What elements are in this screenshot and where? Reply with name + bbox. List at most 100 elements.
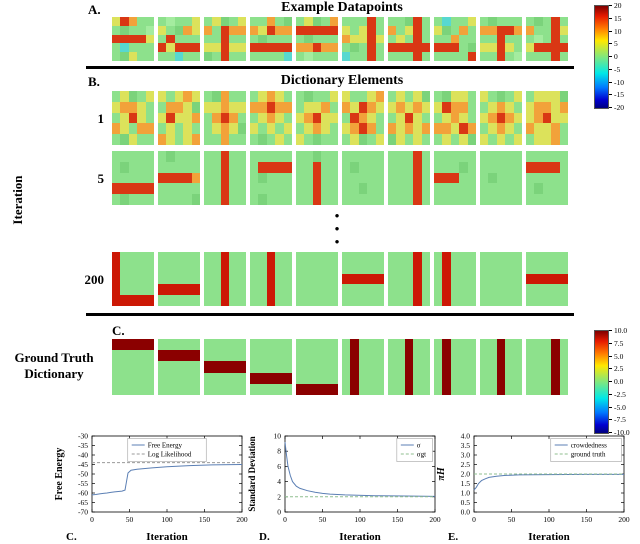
heatmap-cell bbox=[112, 25, 121, 35]
heatmap-cell bbox=[250, 112, 259, 124]
heatmap-cell bbox=[204, 25, 213, 35]
heatmap-cell bbox=[258, 339, 267, 351]
heatmap-cell bbox=[421, 252, 430, 263]
heatmap-cell bbox=[174, 34, 184, 44]
heatmap-cell bbox=[212, 101, 221, 113]
heatmap-cell bbox=[413, 101, 422, 113]
heatmap-cell bbox=[534, 383, 543, 395]
heatmap-cell bbox=[137, 34, 146, 44]
heatmap-cell bbox=[321, 91, 330, 102]
heatmap-cell bbox=[229, 112, 238, 124]
heatmap-cell bbox=[237, 43, 246, 53]
y-tick-label: 0 bbox=[277, 508, 281, 517]
heatmap-cell bbox=[480, 172, 489, 184]
heatmap-cell bbox=[304, 17, 313, 26]
heatmap-cell bbox=[404, 172, 414, 184]
heatmap-cell bbox=[204, 252, 213, 263]
heatmap-cell bbox=[367, 339, 376, 351]
heatmap-cell bbox=[526, 262, 535, 274]
heatmap-cell bbox=[375, 134, 384, 145]
heatmap-cell bbox=[183, 101, 192, 113]
series-line bbox=[473, 473, 624, 491]
heatmap-cell bbox=[275, 25, 284, 35]
heatmap-cell bbox=[183, 151, 192, 162]
heatmap-cell bbox=[342, 183, 351, 195]
heatmap-cell bbox=[312, 361, 322, 373]
heatmap-cell bbox=[212, 383, 221, 395]
heatmap-cell bbox=[488, 91, 497, 102]
heatmap-cell bbox=[467, 17, 476, 26]
heatmap-cell bbox=[367, 161, 376, 173]
heatmap-cell bbox=[367, 151, 376, 162]
y-tick-label: 1.5 bbox=[461, 479, 471, 488]
heatmap-cell bbox=[321, 161, 330, 173]
heatmap-cell bbox=[112, 123, 121, 135]
heatmap-cell bbox=[304, 101, 313, 113]
heatmap-cell bbox=[467, 262, 476, 274]
heatmap-cell bbox=[296, 43, 305, 53]
heatmap-cell bbox=[304, 91, 313, 102]
heatmap-tile bbox=[342, 339, 384, 395]
heatmap-cell bbox=[296, 52, 305, 61]
heatmap-cell bbox=[212, 361, 221, 373]
iteration-row-label-1: 1 bbox=[97, 111, 105, 126]
heatmap-cell bbox=[559, 134, 568, 145]
heatmap-cell bbox=[220, 52, 230, 61]
heatmap-cell bbox=[275, 383, 284, 395]
heatmap-cell bbox=[229, 262, 238, 274]
heatmap-cell bbox=[120, 383, 129, 395]
heatmap-cell bbox=[396, 34, 405, 44]
heatmap-cell bbox=[321, 43, 330, 53]
heatmap-cell bbox=[166, 372, 175, 384]
heatmap-cell bbox=[250, 25, 259, 35]
heatmap-cell bbox=[404, 17, 414, 26]
heatmap-cell bbox=[459, 284, 468, 296]
heatmap-cell bbox=[283, 295, 292, 306]
heatmap-cell bbox=[312, 123, 322, 135]
heatmap-cell bbox=[505, 112, 514, 124]
heatmap-cell bbox=[559, 350, 568, 362]
heatmap-cell bbox=[375, 43, 384, 53]
heatmap-cell bbox=[258, 194, 267, 205]
heatmap-cell bbox=[350, 262, 359, 274]
heatmap-cell bbox=[467, 91, 476, 102]
heatmap-cell bbox=[204, 273, 213, 285]
heatmap-cell bbox=[183, 372, 192, 384]
heatmap-cell bbox=[480, 112, 489, 124]
heatmap-cell bbox=[296, 361, 305, 373]
heatmap-cell bbox=[559, 372, 568, 384]
heatmap-cell bbox=[367, 112, 376, 124]
heatmap-cell bbox=[459, 123, 468, 135]
heatmap-cell bbox=[137, 25, 146, 35]
heatmap-cell bbox=[542, 372, 552, 384]
heatmap-cell bbox=[229, 34, 238, 44]
heatmap-cell bbox=[442, 123, 451, 135]
heatmap-cell bbox=[304, 25, 313, 35]
heatmap-cell bbox=[275, 252, 284, 263]
heatmap-cell bbox=[342, 350, 351, 362]
heatmap-cell bbox=[534, 262, 543, 274]
heatmap-cell bbox=[266, 273, 276, 285]
heatmap-cell bbox=[275, 91, 284, 102]
heatmap-cell bbox=[559, 25, 568, 35]
heatmap-cell bbox=[112, 339, 121, 351]
heatmap-cell bbox=[505, 383, 514, 395]
heatmap-cell bbox=[296, 383, 305, 395]
heatmap-cell bbox=[467, 43, 476, 53]
heatmap-cell bbox=[283, 134, 292, 145]
heatmap-cell bbox=[421, 194, 430, 205]
heatmap-cell bbox=[450, 383, 460, 395]
panel-a-title: Example Datapoints bbox=[281, 0, 403, 15]
heatmap-cell bbox=[266, 339, 276, 351]
heatmap-cell bbox=[488, 183, 497, 195]
heatmap-cell bbox=[467, 151, 476, 162]
heatmap-cell bbox=[275, 361, 284, 373]
heatmap-cell bbox=[542, 161, 552, 173]
heatmap-cell bbox=[450, 101, 460, 113]
heatmap-cell bbox=[283, 262, 292, 274]
heatmap-cell bbox=[450, 295, 460, 306]
heatmap-cell bbox=[304, 273, 313, 285]
heatmap-cell bbox=[421, 172, 430, 184]
heatmap-cell bbox=[204, 194, 213, 205]
